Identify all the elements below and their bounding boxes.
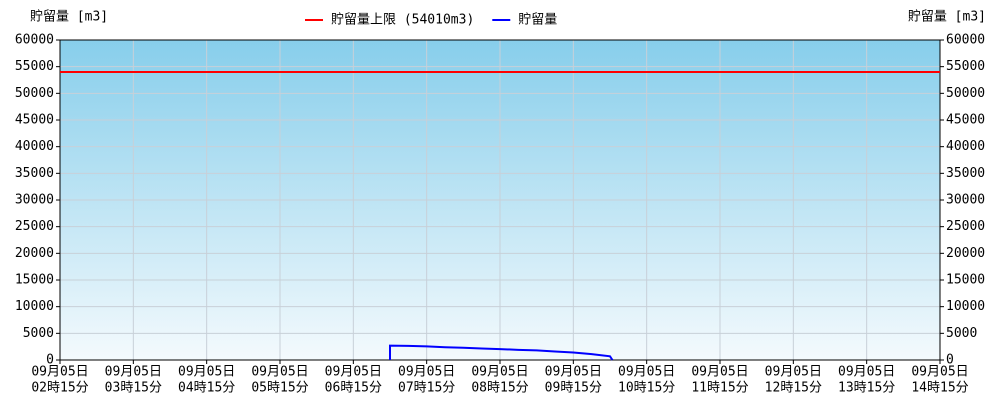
- y2-tick-label: 30000: [946, 193, 985, 208]
- x-tick-label: 09月05日: [471, 365, 528, 380]
- y-tick-label: 0: [46, 353, 54, 368]
- y-tick-label: 15000: [15, 273, 54, 288]
- x-tick-label: 14時15分: [911, 381, 968, 396]
- y-tick-label: 60000: [15, 33, 54, 48]
- y-tick-label: 10000: [15, 299, 54, 314]
- x-tick-label: 06時15分: [325, 381, 382, 396]
- series-line: [389, 344, 614, 361]
- legend-label: 貯留量: [518, 13, 557, 28]
- y2-tick-label: 0: [946, 353, 954, 368]
- y-tick-label: 40000: [15, 139, 54, 154]
- x-tick-label: 07時15分: [398, 381, 455, 396]
- x-tick-label: 09月05日: [178, 365, 235, 380]
- y2-tick-label: 40000: [946, 139, 985, 154]
- y2-tick-label: 50000: [946, 86, 985, 101]
- x-tick-label: 09月05日: [31, 365, 88, 380]
- y2-tick-label: 20000: [946, 246, 985, 261]
- x-tick-label: 09月05日: [325, 365, 382, 380]
- x-tick-label: 09月05日: [691, 365, 748, 380]
- x-tick-label: 09月05日: [105, 365, 162, 380]
- x-tick-label: 04時15分: [178, 381, 235, 396]
- x-tick-label: 09月05日: [618, 365, 675, 380]
- y2-tick-label: 10000: [946, 299, 985, 314]
- x-tick-label: 12時15分: [765, 381, 822, 396]
- y-tick-label: 45000: [15, 113, 54, 128]
- plot-frame: [59, 39, 941, 361]
- x-tick-label: 08時15分: [471, 381, 528, 396]
- y-tick-label: 35000: [15, 166, 54, 181]
- y-tick-label: 5000: [23, 326, 54, 341]
- y-axis-label: 貯留量 [m3]: [30, 10, 108, 25]
- y2-tick-label: 45000: [946, 113, 985, 128]
- y2-tick-label: 35000: [946, 166, 985, 181]
- y-tick-label: 30000: [15, 193, 54, 208]
- x-tick-label: 09月05日: [251, 365, 308, 380]
- y2-axis-label: 貯留量 [m3]: [908, 10, 986, 25]
- x-tick-label: 09月05日: [545, 365, 602, 380]
- y-tick-label: 25000: [15, 219, 54, 234]
- x-tick-label: 03時15分: [105, 381, 162, 396]
- legend-label: 貯留量上限 (54010m3): [331, 13, 474, 28]
- y-tick-label: 55000: [15, 59, 54, 74]
- x-tick-label: 09時15分: [545, 381, 602, 396]
- y2-tick-label: 5000: [946, 326, 977, 341]
- x-tick-label: 02時15分: [31, 381, 88, 396]
- y2-tick-label: 25000: [946, 219, 985, 234]
- y2-tick-label: 55000: [946, 59, 985, 74]
- y2-tick-label: 60000: [946, 33, 985, 48]
- x-tick-label: 10時15分: [618, 381, 675, 396]
- x-tick-label: 13時15分: [838, 381, 895, 396]
- x-tick-label: 09月05日: [765, 365, 822, 380]
- x-tick-label: 11時15分: [691, 381, 748, 396]
- y2-tick-label: 15000: [946, 273, 985, 288]
- x-tick-label: 09月05日: [838, 365, 895, 380]
- y-tick-label: 20000: [15, 246, 54, 261]
- y-tick-label: 50000: [15, 86, 54, 101]
- x-tick-label: 09月05日: [398, 365, 455, 380]
- x-tick-label: 09月05日: [911, 365, 968, 380]
- x-tick-label: 05時15分: [251, 381, 308, 396]
